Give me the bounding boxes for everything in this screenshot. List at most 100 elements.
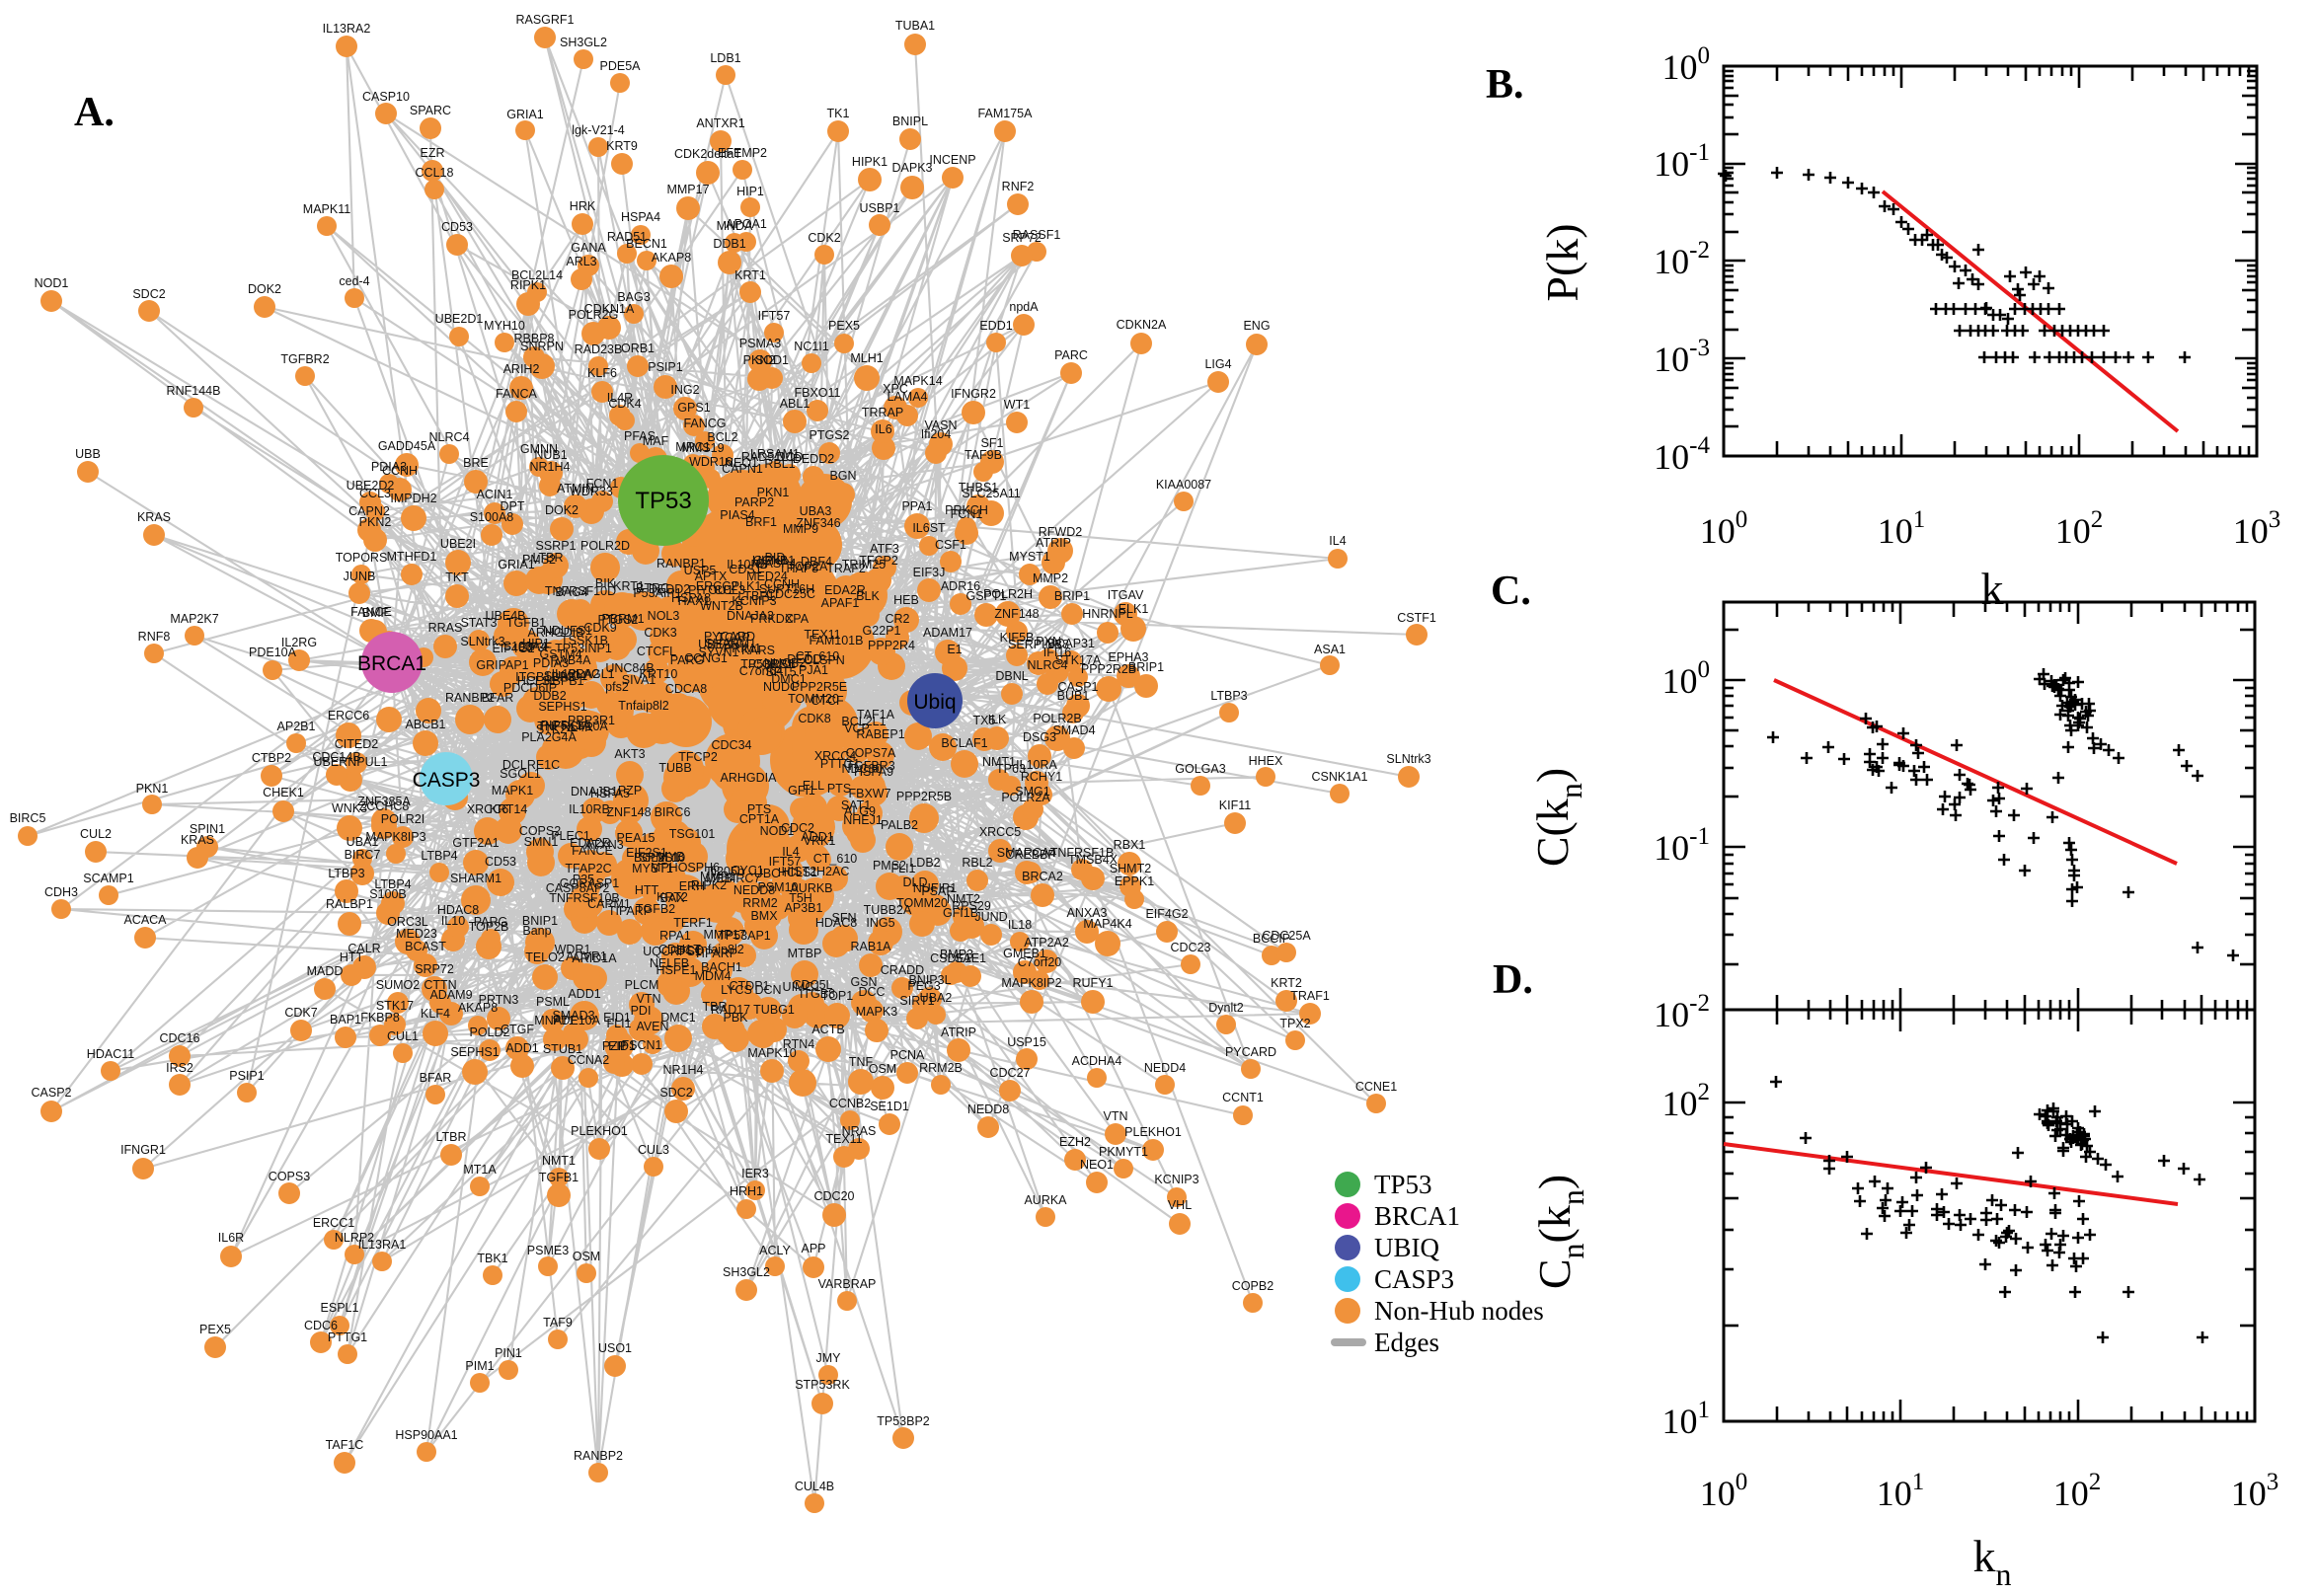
svg-text:P53AIP1: P53AIP1 <box>633 586 681 600</box>
svg-text:CCL3: CCL3 <box>714 583 745 597</box>
svg-text:NLRP2: NLRP2 <box>335 1231 374 1245</box>
svg-text:UBA3: UBA3 <box>800 504 832 518</box>
svg-text:Tnfaip8l2: Tnfaip8l2 <box>618 699 668 713</box>
svg-text:EDA2R: EDA2R <box>570 836 611 850</box>
svg-text:IL2RG: IL2RG <box>281 636 317 649</box>
svg-text:FAM175A: FAM175A <box>978 107 1034 120</box>
svg-text:DOK2: DOK2 <box>248 282 281 296</box>
svg-text:NMT1: NMT1 <box>982 755 1016 769</box>
svg-text:CITED2: CITED2 <box>335 737 379 751</box>
svg-text:CT_610: CT_610 <box>813 852 858 866</box>
svg-text:PTGS2: PTGS2 <box>598 613 639 627</box>
svg-text:CD53: CD53 <box>485 855 516 869</box>
svg-text:ARHGDIA: ARHGDIA <box>721 771 778 785</box>
svg-text:NEO1: NEO1 <box>1080 1158 1114 1172</box>
svg-text:UBE2D1: UBE2D1 <box>435 312 484 326</box>
svg-text:POLR2D: POLR2D <box>580 539 630 553</box>
svg-text:ABL1: ABL1 <box>780 397 811 411</box>
svg-text:MMS19: MMS19 <box>681 441 724 455</box>
svg-text:IL4: IL4 <box>782 845 799 859</box>
svg-text:CDC14B: CDC14B <box>312 750 360 764</box>
svg-text:MYST1: MYST1 <box>1009 550 1050 564</box>
svg-text:RRM2B: RRM2B <box>919 1061 963 1075</box>
svg-text:NDUFS1: NDUFS1 <box>543 624 592 638</box>
svg-text:ACVR1: ACVR1 <box>566 950 607 963</box>
svg-text:GSPT1: GSPT1 <box>966 589 1007 603</box>
svg-text:MAPK3: MAPK3 <box>856 1005 897 1019</box>
svg-text:DDB2: DDB2 <box>533 689 566 703</box>
svg-text:LTBP4: LTBP4 <box>421 849 457 863</box>
svg-text:NUFIP1: NUFIP1 <box>913 881 958 895</box>
svg-text:UBE4B: UBE4B <box>486 609 526 623</box>
svg-text:DNAJA3: DNAJA3 <box>727 609 774 623</box>
svg-text:POLR2I: POLR2I <box>381 812 425 826</box>
svg-text:ILK: ILK <box>988 713 1007 726</box>
svg-text:ELL: ELL <box>803 779 824 793</box>
svg-text:MMP2: MMP2 <box>1033 571 1068 585</box>
svg-text:ADD1: ADD1 <box>568 987 600 1001</box>
svg-text:PDI: PDI <box>631 1004 652 1018</box>
svg-text:BIRC5: BIRC5 <box>10 811 46 825</box>
svg-text:KRT1: KRT1 <box>734 268 766 282</box>
svg-text:HAX1: HAX1 <box>678 594 711 608</box>
svg-text:COPS7A: COPS7A <box>846 746 896 760</box>
svg-text:RUFY1: RUFY1 <box>1073 976 1114 990</box>
svg-text:ALG9: ALG9 <box>844 804 876 818</box>
svg-text:HIP1: HIP1 <box>736 185 764 198</box>
svg-text:RTN4: RTN4 <box>783 1037 814 1051</box>
svg-text:BUB1: BUB1 <box>1057 689 1090 703</box>
svg-text:GADD45A: GADD45A <box>378 439 436 453</box>
svg-text:G22P1: G22P1 <box>863 624 901 638</box>
svg-text:SPARC: SPARC <box>410 104 451 117</box>
svg-text:EIF4G2: EIF4G2 <box>1145 907 1188 921</box>
svg-text:PLCM: PLCM <box>625 978 659 992</box>
svg-text:BIRC7: BIRC7 <box>345 848 381 862</box>
svg-text:PIN1: PIN1 <box>495 1346 522 1360</box>
svg-text:PEX5: PEX5 <box>828 319 860 333</box>
svg-text:MNAT1: MNAT1 <box>534 1014 575 1027</box>
svg-text:BRE: BRE <box>463 456 489 470</box>
svg-text:USP15: USP15 <box>1007 1035 1046 1049</box>
svg-text:JUND: JUND <box>974 910 1007 924</box>
svg-text:MRC1: MRC1 <box>675 440 710 454</box>
svg-text:AKT3: AKT3 <box>614 747 645 761</box>
svg-text:HIST2H2AC: HIST2H2AC <box>782 865 850 878</box>
svg-text:BCCIP: BCCIP <box>1253 932 1290 946</box>
svg-text:P35: P35 <box>573 873 594 886</box>
svg-text:RAD51L1: RAD51L1 <box>741 450 795 464</box>
svg-text:Non-Hub nodes: Non-Hub nodes <box>1374 1296 1544 1326</box>
svg-text:PLEKHO1: PLEKHO1 <box>1124 1125 1182 1139</box>
svg-text:CCNA2: CCNA2 <box>568 1053 609 1067</box>
svg-text:CARM1: CARM1 <box>587 897 631 911</box>
svg-text:E1: E1 <box>947 643 962 656</box>
svg-text:AP3B1: AP3B1 <box>785 901 823 915</box>
svg-text:HHEX: HHEX <box>1249 754 1283 768</box>
svg-text:CDKN2A: CDKN2A <box>1117 318 1167 332</box>
svg-text:PSM10: PSM10 <box>758 880 799 894</box>
svg-text:TAF1C: TAF1C <box>326 1438 364 1452</box>
svg-text:MAF: MAF <box>643 434 669 448</box>
svg-text:KIAA0087: KIAA0087 <box>1156 478 1211 492</box>
svg-text:XRCC4: XRCC4 <box>814 749 856 763</box>
svg-text:SUPT16H: SUPT16H <box>759 582 814 596</box>
svg-text:NR1H4: NR1H4 <box>663 1063 704 1077</box>
svg-text:BCAST: BCAST <box>405 940 446 953</box>
svg-text:ERCC2: ERCC2 <box>696 579 737 593</box>
svg-text:HCLS1: HCLS1 <box>517 674 557 688</box>
svg-text:SPIN1: SPIN1 <box>190 822 225 836</box>
svg-text:TFAP2C: TFAP2C <box>565 862 611 875</box>
svg-text:PEG3: PEG3 <box>907 979 940 993</box>
svg-text:CTTN: CTTN <box>424 978 456 992</box>
svg-text:RANBP2: RANBP2 <box>445 691 495 705</box>
svg-text:PDCD6IP: PDCD6IP <box>503 681 557 695</box>
svg-text:MMP17: MMP17 <box>703 928 745 942</box>
svg-text:RBBP8: RBBP8 <box>514 332 555 345</box>
svg-text:MNDA: MNDA <box>717 219 753 233</box>
svg-text:XRCC5: XRCC5 <box>979 825 1021 839</box>
svg-text:PKN1: PKN1 <box>757 486 790 499</box>
svg-text:TBR: TBR <box>703 1000 728 1014</box>
svg-text:SERPINB8: SERPINB8 <box>1008 638 1069 651</box>
svg-text:IMPDH2: IMPDH2 <box>390 492 436 505</box>
svg-text:HIPK1: HIPK1 <box>752 554 788 568</box>
svg-text:IL10: IL10 <box>441 914 465 928</box>
